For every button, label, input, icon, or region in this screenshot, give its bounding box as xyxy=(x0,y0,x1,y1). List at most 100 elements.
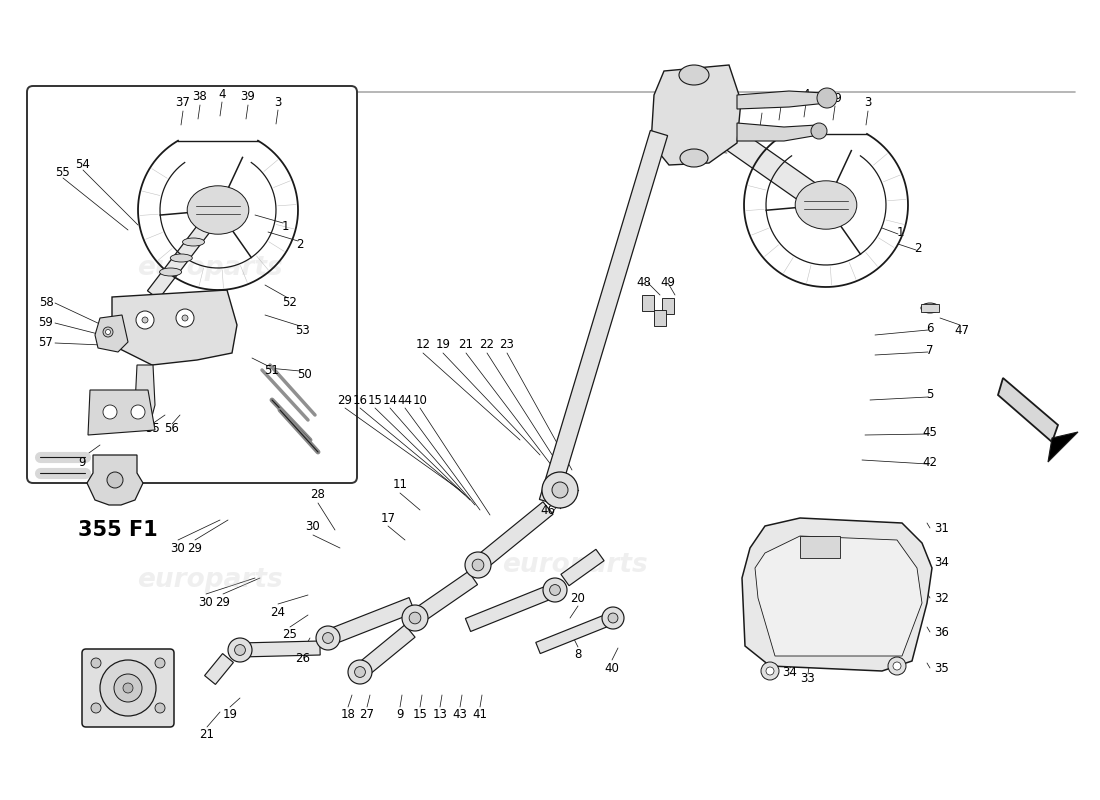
Text: 2: 2 xyxy=(914,242,922,254)
Circle shape xyxy=(136,311,154,329)
Text: 12: 12 xyxy=(416,338,430,351)
Text: 50: 50 xyxy=(298,369,312,382)
Text: 4: 4 xyxy=(218,87,226,101)
Text: 55: 55 xyxy=(144,422,159,434)
Circle shape xyxy=(228,638,252,662)
Circle shape xyxy=(402,605,428,631)
Circle shape xyxy=(196,188,240,232)
Circle shape xyxy=(804,183,848,227)
Text: 41: 41 xyxy=(473,709,487,722)
Circle shape xyxy=(91,703,101,713)
Text: 5: 5 xyxy=(926,389,934,402)
Circle shape xyxy=(766,667,774,675)
Text: 30: 30 xyxy=(306,521,320,534)
Text: 49: 49 xyxy=(660,277,675,290)
Polygon shape xyxy=(410,571,477,625)
Bar xyxy=(654,310,666,326)
Circle shape xyxy=(888,657,906,675)
Circle shape xyxy=(123,683,133,693)
Polygon shape xyxy=(651,65,741,165)
Polygon shape xyxy=(88,390,155,435)
Circle shape xyxy=(207,199,229,221)
Text: 15: 15 xyxy=(367,394,383,406)
Circle shape xyxy=(131,405,145,419)
Text: 22: 22 xyxy=(480,338,495,351)
Text: 27: 27 xyxy=(360,709,374,722)
Polygon shape xyxy=(326,598,415,646)
Text: 7: 7 xyxy=(926,343,934,357)
Text: 38: 38 xyxy=(773,91,789,105)
Text: 24: 24 xyxy=(271,606,286,618)
Circle shape xyxy=(811,123,827,139)
Text: 15: 15 xyxy=(412,709,428,722)
Circle shape xyxy=(543,578,566,602)
Text: 25: 25 xyxy=(283,629,297,642)
Text: 32: 32 xyxy=(935,591,949,605)
Polygon shape xyxy=(998,378,1058,442)
Text: 36: 36 xyxy=(935,626,949,638)
Text: 46: 46 xyxy=(540,503,556,517)
Polygon shape xyxy=(95,315,128,352)
Text: 26: 26 xyxy=(296,651,310,665)
Text: 54: 54 xyxy=(76,158,90,170)
Text: 31: 31 xyxy=(935,522,949,534)
Text: 38: 38 xyxy=(192,90,208,103)
Circle shape xyxy=(893,662,901,670)
Text: 55: 55 xyxy=(56,166,70,178)
Text: 19: 19 xyxy=(436,338,451,351)
Text: 35: 35 xyxy=(935,662,949,674)
Text: 56: 56 xyxy=(165,422,179,434)
Ellipse shape xyxy=(160,268,182,276)
Text: 18: 18 xyxy=(341,709,355,722)
Polygon shape xyxy=(112,290,236,365)
Text: 1: 1 xyxy=(282,221,288,234)
Text: 59: 59 xyxy=(39,317,54,330)
Circle shape xyxy=(472,559,484,571)
Ellipse shape xyxy=(795,181,857,230)
Circle shape xyxy=(100,660,156,716)
Text: 34: 34 xyxy=(782,666,797,678)
Polygon shape xyxy=(737,123,820,141)
Text: 58: 58 xyxy=(39,297,54,310)
Polygon shape xyxy=(355,625,415,678)
Text: 39: 39 xyxy=(241,90,255,103)
Text: 20: 20 xyxy=(571,591,585,605)
Text: 8: 8 xyxy=(574,649,582,662)
Text: 2: 2 xyxy=(296,238,304,251)
Text: 21: 21 xyxy=(199,729,214,742)
Text: 11: 11 xyxy=(393,478,407,491)
Circle shape xyxy=(815,194,837,216)
Polygon shape xyxy=(147,206,223,299)
Text: 28: 28 xyxy=(310,489,326,502)
Polygon shape xyxy=(737,91,827,109)
Text: 29: 29 xyxy=(338,394,352,406)
Ellipse shape xyxy=(183,238,205,246)
Circle shape xyxy=(761,662,779,680)
Circle shape xyxy=(354,666,365,678)
Bar xyxy=(921,304,939,312)
Polygon shape xyxy=(473,502,553,571)
Text: 45: 45 xyxy=(923,426,937,438)
Circle shape xyxy=(155,703,165,713)
Text: 48: 48 xyxy=(637,277,651,290)
Text: 37: 37 xyxy=(176,97,190,110)
Bar xyxy=(800,536,840,558)
Text: 10: 10 xyxy=(412,394,428,406)
FancyBboxPatch shape xyxy=(82,649,174,727)
Text: 16: 16 xyxy=(352,394,367,406)
Polygon shape xyxy=(539,130,668,505)
Text: 6: 6 xyxy=(926,322,934,334)
Text: europarts: europarts xyxy=(757,555,903,581)
Text: 19: 19 xyxy=(222,709,238,722)
Circle shape xyxy=(608,613,618,623)
Circle shape xyxy=(103,327,113,337)
Polygon shape xyxy=(135,365,155,420)
Text: 39: 39 xyxy=(827,91,843,105)
Text: 47: 47 xyxy=(955,323,969,337)
Text: 3: 3 xyxy=(274,95,282,109)
Circle shape xyxy=(817,88,837,108)
Circle shape xyxy=(142,317,148,323)
Text: 23: 23 xyxy=(499,338,515,351)
Text: 13: 13 xyxy=(432,709,448,722)
Text: 3: 3 xyxy=(865,97,871,110)
